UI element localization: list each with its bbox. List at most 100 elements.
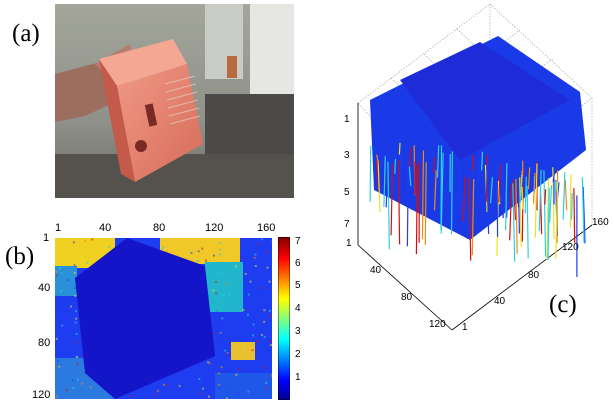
surface-plateau — [400, 42, 570, 160]
depth-box — [75, 238, 215, 399]
box-hole — [135, 140, 147, 152]
depth-noise-dot — [75, 332, 78, 335]
surface-spike — [436, 145, 440, 178]
tick-left-1: 1 — [43, 232, 50, 244]
surface-spike — [517, 168, 519, 208]
depth-noise-dot — [196, 259, 199, 262]
depth-noise-dot — [208, 395, 211, 398]
colorbar-tick-4: 4 — [295, 303, 301, 314]
surface-spike — [562, 172, 566, 220]
z-tick-1: 1 — [344, 114, 350, 125]
surface-spike — [519, 177, 522, 248]
surface-spike — [400, 150, 403, 177]
surface-spike — [387, 161, 390, 250]
surface-spike — [570, 193, 573, 220]
depth-noise-dot — [243, 343, 246, 346]
tick-top-120: 120 — [205, 222, 224, 234]
depth-noise-dot — [222, 294, 225, 297]
surface-spike — [538, 169, 542, 231]
depth-noise-dot — [107, 246, 110, 249]
tick-left-120: 120 — [32, 389, 51, 401]
depth-noise-dot — [55, 337, 58, 340]
surface-spike — [383, 156, 386, 208]
depth-noise-dot — [221, 317, 224, 320]
surface-spike — [512, 183, 516, 262]
surface-spike — [532, 172, 536, 204]
surface-spike — [521, 175, 524, 187]
depth-noise-dot — [201, 387, 204, 390]
right-axis-tick-40: 40 — [494, 296, 506, 307]
depth-noise-dot — [72, 379, 74, 382]
depth-noise-dot — [66, 297, 69, 300]
depth-noise-dot — [215, 311, 218, 314]
surface-spike — [496, 160, 499, 237]
depth-noise-dot — [163, 383, 166, 386]
box-slot — [144, 103, 158, 127]
depth-noise-dot — [238, 368, 241, 371]
depth-noise-dot — [208, 362, 211, 365]
depth-noise-dot — [254, 253, 257, 256]
z-tick-7: 7 — [344, 219, 350, 230]
depth-noise-dot — [268, 309, 271, 312]
right-axis-tick-80: 80 — [528, 270, 540, 281]
depth-noise-dot — [256, 340, 259, 343]
depth-noise-dot — [73, 271, 76, 274]
depth-region-bottom-right — [231, 342, 255, 360]
depth-noise-dot — [217, 364, 220, 366]
tick-left-40: 40 — [38, 282, 51, 294]
surface-spike — [555, 182, 559, 259]
surface-spike — [385, 150, 389, 208]
surface-spike — [406, 161, 409, 247]
surface-spike — [547, 187, 550, 261]
colorbar-tick-7: 7 — [295, 236, 301, 247]
depth-noise-dot — [225, 385, 228, 388]
photo-person-holding-box — [55, 4, 294, 198]
colorbar-tick-2: 2 — [295, 349, 301, 360]
depth-noise-dot — [84, 264, 87, 267]
depth-noise-dot — [228, 292, 230, 295]
depth-noise-dot — [266, 251, 268, 254]
depth-noise-dot — [205, 259, 207, 262]
depth-noise-dot — [265, 381, 268, 384]
depth-noise-dot — [217, 341, 220, 344]
depth-noise-dot — [218, 242, 221, 244]
surface-spike — [459, 167, 462, 219]
box-side-face — [99, 59, 135, 182]
depth-noise-dot — [225, 282, 228, 285]
panel-label-b: (b) — [5, 243, 35, 270]
depth-noise-dot — [265, 387, 268, 390]
surface-plot-3d — [357, 3, 593, 331]
right-axis-tick-160: 160 — [592, 217, 609, 228]
surface-spike — [486, 165, 490, 235]
depth-noise-dot — [252, 334, 254, 337]
surface-spike — [376, 160, 379, 191]
floor — [55, 154, 294, 198]
depth-noise-dot — [261, 238, 264, 241]
depth-noise-dot — [266, 266, 269, 269]
depth-noise-dot — [55, 316, 57, 319]
depth-noise-dot — [81, 256, 84, 259]
depth-noise-dot — [263, 336, 266, 339]
depth-map-image — [55, 238, 272, 399]
surface-spike — [502, 162, 504, 219]
depth-noise-dot — [56, 295, 59, 298]
depth-noise-dot — [218, 383, 221, 386]
depth-noise-dot — [254, 265, 257, 267]
tick-left-80: 80 — [38, 337, 51, 349]
surface-spike — [546, 178, 550, 260]
depth-noise-dot — [263, 320, 266, 323]
depth-noise-dot — [235, 265, 238, 268]
depth-noise-dot — [253, 256, 256, 259]
colorbar — [278, 237, 290, 400]
surface-spike — [490, 177, 493, 204]
surface-spike — [555, 181, 557, 193]
surface-spike — [509, 184, 513, 241]
surface-spike — [544, 189, 547, 205]
depth-noise-dot — [55, 270, 58, 273]
depth-noise-dot — [264, 366, 267, 369]
left-axis-tick-1: 1 — [346, 238, 352, 249]
depth-noise-dot — [247, 293, 250, 296]
depth-noise-dot — [260, 333, 263, 336]
depth-noise-dot — [74, 294, 77, 297]
depth-noise-dot — [91, 238, 94, 241]
